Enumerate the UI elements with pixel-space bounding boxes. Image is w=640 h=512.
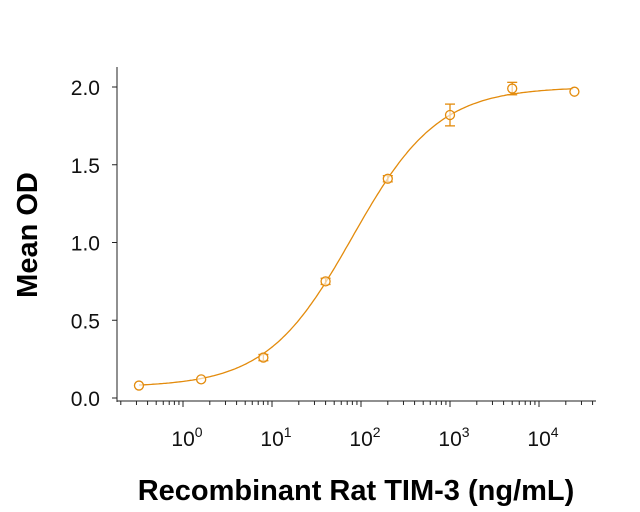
x-axis-title: Recombinant Rat TIM-3 (ng/mL) bbox=[138, 475, 575, 507]
fit-curve bbox=[139, 88, 574, 386]
data-point bbox=[569, 86, 580, 97]
data-point bbox=[444, 109, 456, 121]
x-tick-label: 100 bbox=[171, 424, 202, 451]
y-tick-label: 1.0 bbox=[71, 233, 100, 256]
x-tick-label: 104 bbox=[527, 424, 558, 451]
y-tick-label: 1.5 bbox=[71, 155, 100, 178]
data-point bbox=[133, 380, 145, 391]
series bbox=[133, 81, 580, 391]
y-tick-label: 2.0 bbox=[71, 77, 100, 100]
x-tick-label: 103 bbox=[438, 424, 469, 451]
y-axis-title: Mean OD bbox=[12, 172, 44, 298]
y-ticks: 0.0 0.5 1.0 1.5 2.0 bbox=[71, 77, 100, 411]
y-tick-label: 0.0 bbox=[71, 388, 100, 411]
data-point bbox=[196, 374, 207, 385]
data-point bbox=[258, 352, 269, 363]
x-ticks: 100 101 102 103 104 bbox=[171, 424, 558, 451]
data-point bbox=[382, 173, 393, 184]
data-point bbox=[320, 276, 331, 287]
data-point bbox=[507, 83, 518, 94]
y-tick-label: 0.5 bbox=[71, 310, 100, 333]
axes bbox=[112, 67, 596, 407]
x-tick-label: 102 bbox=[349, 424, 380, 451]
x-tick-label: 101 bbox=[260, 424, 291, 451]
